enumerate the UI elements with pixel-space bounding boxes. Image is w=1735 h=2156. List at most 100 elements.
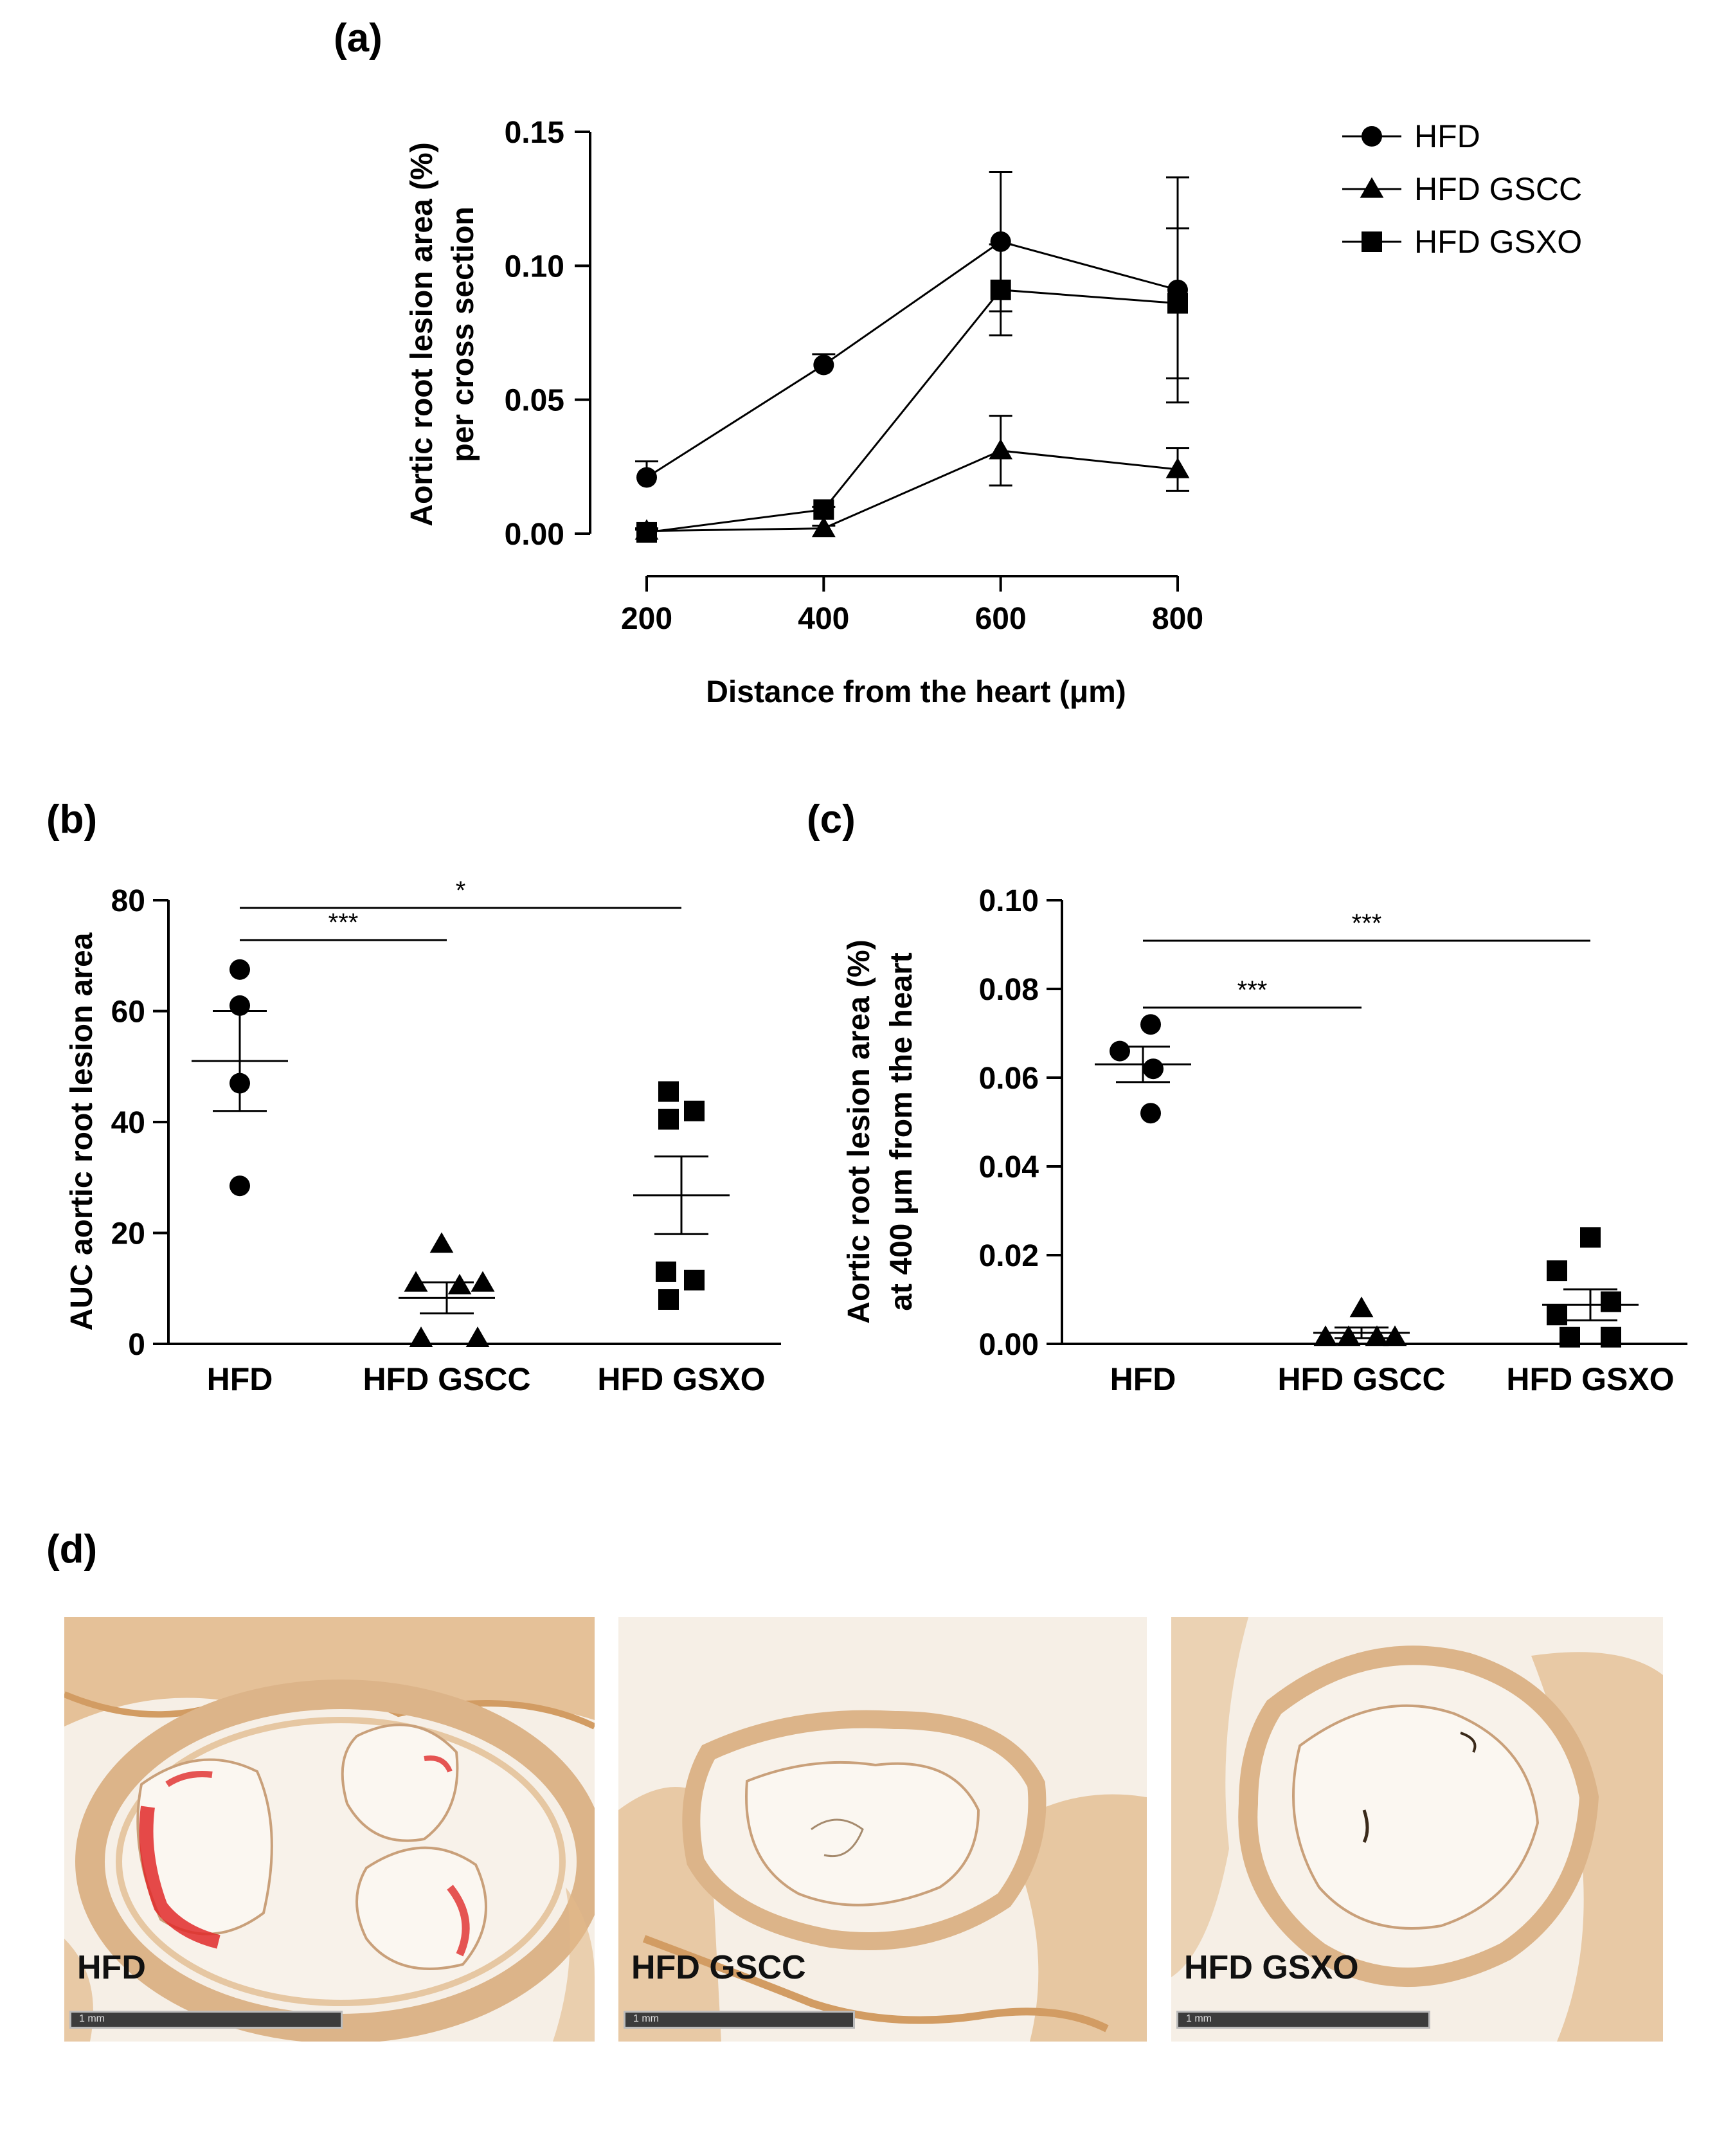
histology-photo-hfd-gsxo: HFD GSXO 1 mm	[1171, 1617, 1663, 2042]
legend-label-hfd: HFD	[1414, 118, 1480, 154]
panel-label-c: (c)	[807, 797, 856, 842]
chart-c: Aortic root lesion area (%) at 400 μm fr…	[842, 884, 1687, 1397]
panel-label-b: (b)	[46, 797, 97, 842]
panel-label-d: (d)	[46, 1527, 97, 1572]
chart-c-point-hfd-gscc	[1313, 1325, 1338, 1346]
chart-c-y-tick-label: 0.06	[979, 1062, 1039, 1096]
scale-bar-label: 1 mm	[633, 2013, 659, 2024]
chart-a-x-tick-label: 400	[798, 602, 849, 636]
chart-a-point-hfd	[813, 354, 834, 376]
chart-a-point-hfd-gscc	[811, 516, 836, 538]
panel-label-a: (a)	[334, 16, 382, 60]
chart-a: Distance from the heart (μm) Aortic root…	[405, 116, 1582, 709]
histology-label-hfd-gsxo: HFD GSXO	[1184, 1949, 1359, 1986]
chart-b-point-hfd	[229, 959, 250, 980]
chart-b: AUC aortic root lesion area 0 20 40 60 80 HFD…	[65, 876, 781, 1397]
chart-c-ylabel-line1: Aortic root lesion area (%)	[842, 939, 876, 1323]
chart-a-point-hfd-gscc	[1165, 457, 1190, 478]
chart-b-y-tick-label: 80	[111, 884, 145, 918]
chart-c-point-hfd-gsxo	[1580, 1227, 1601, 1248]
chart-a-legend: HFD HFD GSCC HFD GSXO	[1342, 118, 1582, 260]
chart-c-point-hfd-gsxo	[1601, 1291, 1621, 1312]
histology-label-hfd-gscc: HFD GSCC	[631, 1949, 806, 1986]
chart-b-point-hfd-gscc	[404, 1271, 428, 1292]
chart-a-x-tick-label: 600	[975, 602, 1027, 636]
chart-a-ylabel-line2: per cross section	[446, 206, 480, 462]
chart-c-point-hfd-gscc	[1336, 1325, 1361, 1346]
chart-c-point-hfd-gsxo	[1601, 1327, 1621, 1348]
chart-c-point-hfd	[1140, 1103, 1161, 1124]
chart-b-point-hfd-gsxo	[656, 1261, 676, 1282]
scale-bar-label: 1 mm	[79, 2013, 105, 2024]
chart-b-point-hfd	[229, 995, 250, 1016]
chart-b-point-hfd-gscc	[447, 1274, 472, 1295]
chart-c-point-hfd-gscc	[1365, 1325, 1389, 1346]
chart-c-y-tick-label: 0.10	[979, 884, 1039, 918]
chart-c-category-label: HFD GSXO	[1506, 1361, 1674, 1397]
chart-b-y-tick-label: 0	[128, 1328, 145, 1362]
chart-b-y-tick-label: 20	[111, 1217, 145, 1251]
chart-b-point-hfd-gsxo	[658, 1081, 679, 1102]
legend-marker-hfd-gsxo	[1362, 231, 1382, 252]
chart-b-point-hfd-gsxo	[684, 1269, 705, 1291]
chart-a-point-hfd-gsxo	[636, 521, 657, 543]
chart-a-point-hfd-gsxo	[990, 279, 1011, 300]
chart-a-x-tick-label: 800	[1152, 602, 1203, 636]
scale-bar: 1 mm	[624, 2011, 855, 2029]
chart-b-point-hfd-gscc	[409, 1326, 433, 1347]
chart-b-point-hfd-gscc	[429, 1232, 454, 1253]
chart-b-point-hfd-gsxo	[658, 1289, 679, 1310]
chart-b-y-tick-label: 60	[111, 995, 145, 1029]
chart-a-point-hfd-gscc	[989, 439, 1013, 460]
chart-c-significance-label: ***	[1352, 909, 1382, 938]
chart-a-line-hfd-gscc	[646, 449, 1178, 532]
chart-c-point-hfd-gsxo	[1547, 1260, 1567, 1282]
chart-c-point-hfd	[1143, 1058, 1164, 1080]
chart-b-category-label: HFD	[207, 1361, 273, 1397]
chart-a-point-hfd-gsxo	[813, 499, 834, 520]
chart-b-point-hfd	[229, 1073, 250, 1094]
chart-c-category-label: HFD	[1110, 1361, 1176, 1397]
chart-b-category-label: HFD GSCC	[363, 1361, 530, 1397]
chart-a-y-tick-label: 0.15	[505, 116, 564, 150]
chart-a-point-hfd	[990, 231, 1011, 252]
chart-b-significance-label: *	[456, 876, 466, 905]
histology-label-hfd: HFD	[77, 1949, 146, 1986]
chart-b-point-hfd-gscc	[465, 1326, 490, 1347]
chart-a-x-tick-label: 200	[621, 602, 672, 636]
chart-b-ylabel: AUC aortic root lesion area	[65, 932, 99, 1330]
chart-b-y-tick-label: 40	[111, 1106, 145, 1140]
chart-c-y-tick-label: 0.04	[979, 1150, 1039, 1184]
chart-b-category-label: HFD GSXO	[597, 1361, 765, 1397]
chart-c-point-hfd-gscc	[1383, 1325, 1407, 1346]
chart-b-point-hfd-gsxo	[658, 1109, 679, 1130]
chart-c-point-hfd-gsxo	[1547, 1305, 1567, 1326]
chart-a-ylabel-line1: Aortic root lesion area (%)	[405, 142, 439, 526]
chart-c-point-hfd-gscc	[1349, 1296, 1374, 1318]
chart-c-point-hfd	[1140, 1014, 1161, 1035]
histology-photo-hfd: HFD 1 mm	[64, 1617, 595, 2042]
chart-b-significance-label: ***	[328, 909, 359, 937]
scale-bar-label: 1 mm	[1186, 2013, 1212, 2024]
chart-c-y-tick-label: 0.08	[979, 973, 1039, 1007]
legend-marker-hfd	[1362, 126, 1382, 147]
chart-c-y-tick-label: 0.00	[979, 1328, 1039, 1362]
chart-c-significance-label: ***	[1237, 976, 1268, 1004]
chart-a-point-hfd-gsxo	[1167, 293, 1188, 314]
chart-c-point-hfd	[1110, 1040, 1130, 1062]
chart-b-point-hfd-gsxo	[684, 1100, 705, 1121]
chart-a-y-tick-label: 0.00	[505, 518, 564, 552]
chart-c-category-label: HFD GSCC	[1277, 1361, 1445, 1397]
chart-b-point-hfd	[229, 1175, 250, 1197]
scale-bar: 1 mm	[1176, 2011, 1430, 2029]
chart-b-point-hfd-gscc	[471, 1271, 495, 1292]
legend-label-hfd-gscc: HFD GSCC	[1414, 171, 1582, 207]
chart-c-point-hfd-gsxo	[1560, 1327, 1580, 1348]
legend-marker-hfd-gscc	[1360, 177, 1384, 198]
chart-a-line-hfd	[646, 240, 1178, 478]
chart-a-y-tick-label: 0.10	[505, 249, 564, 284]
chart-c-y-tick-label: 0.02	[979, 1239, 1039, 1273]
legend-label-hfd-gsxo: HFD GSXO	[1414, 224, 1582, 260]
histology-photo-hfd-gscc: HFD GSCC 1 mm	[618, 1617, 1147, 2042]
